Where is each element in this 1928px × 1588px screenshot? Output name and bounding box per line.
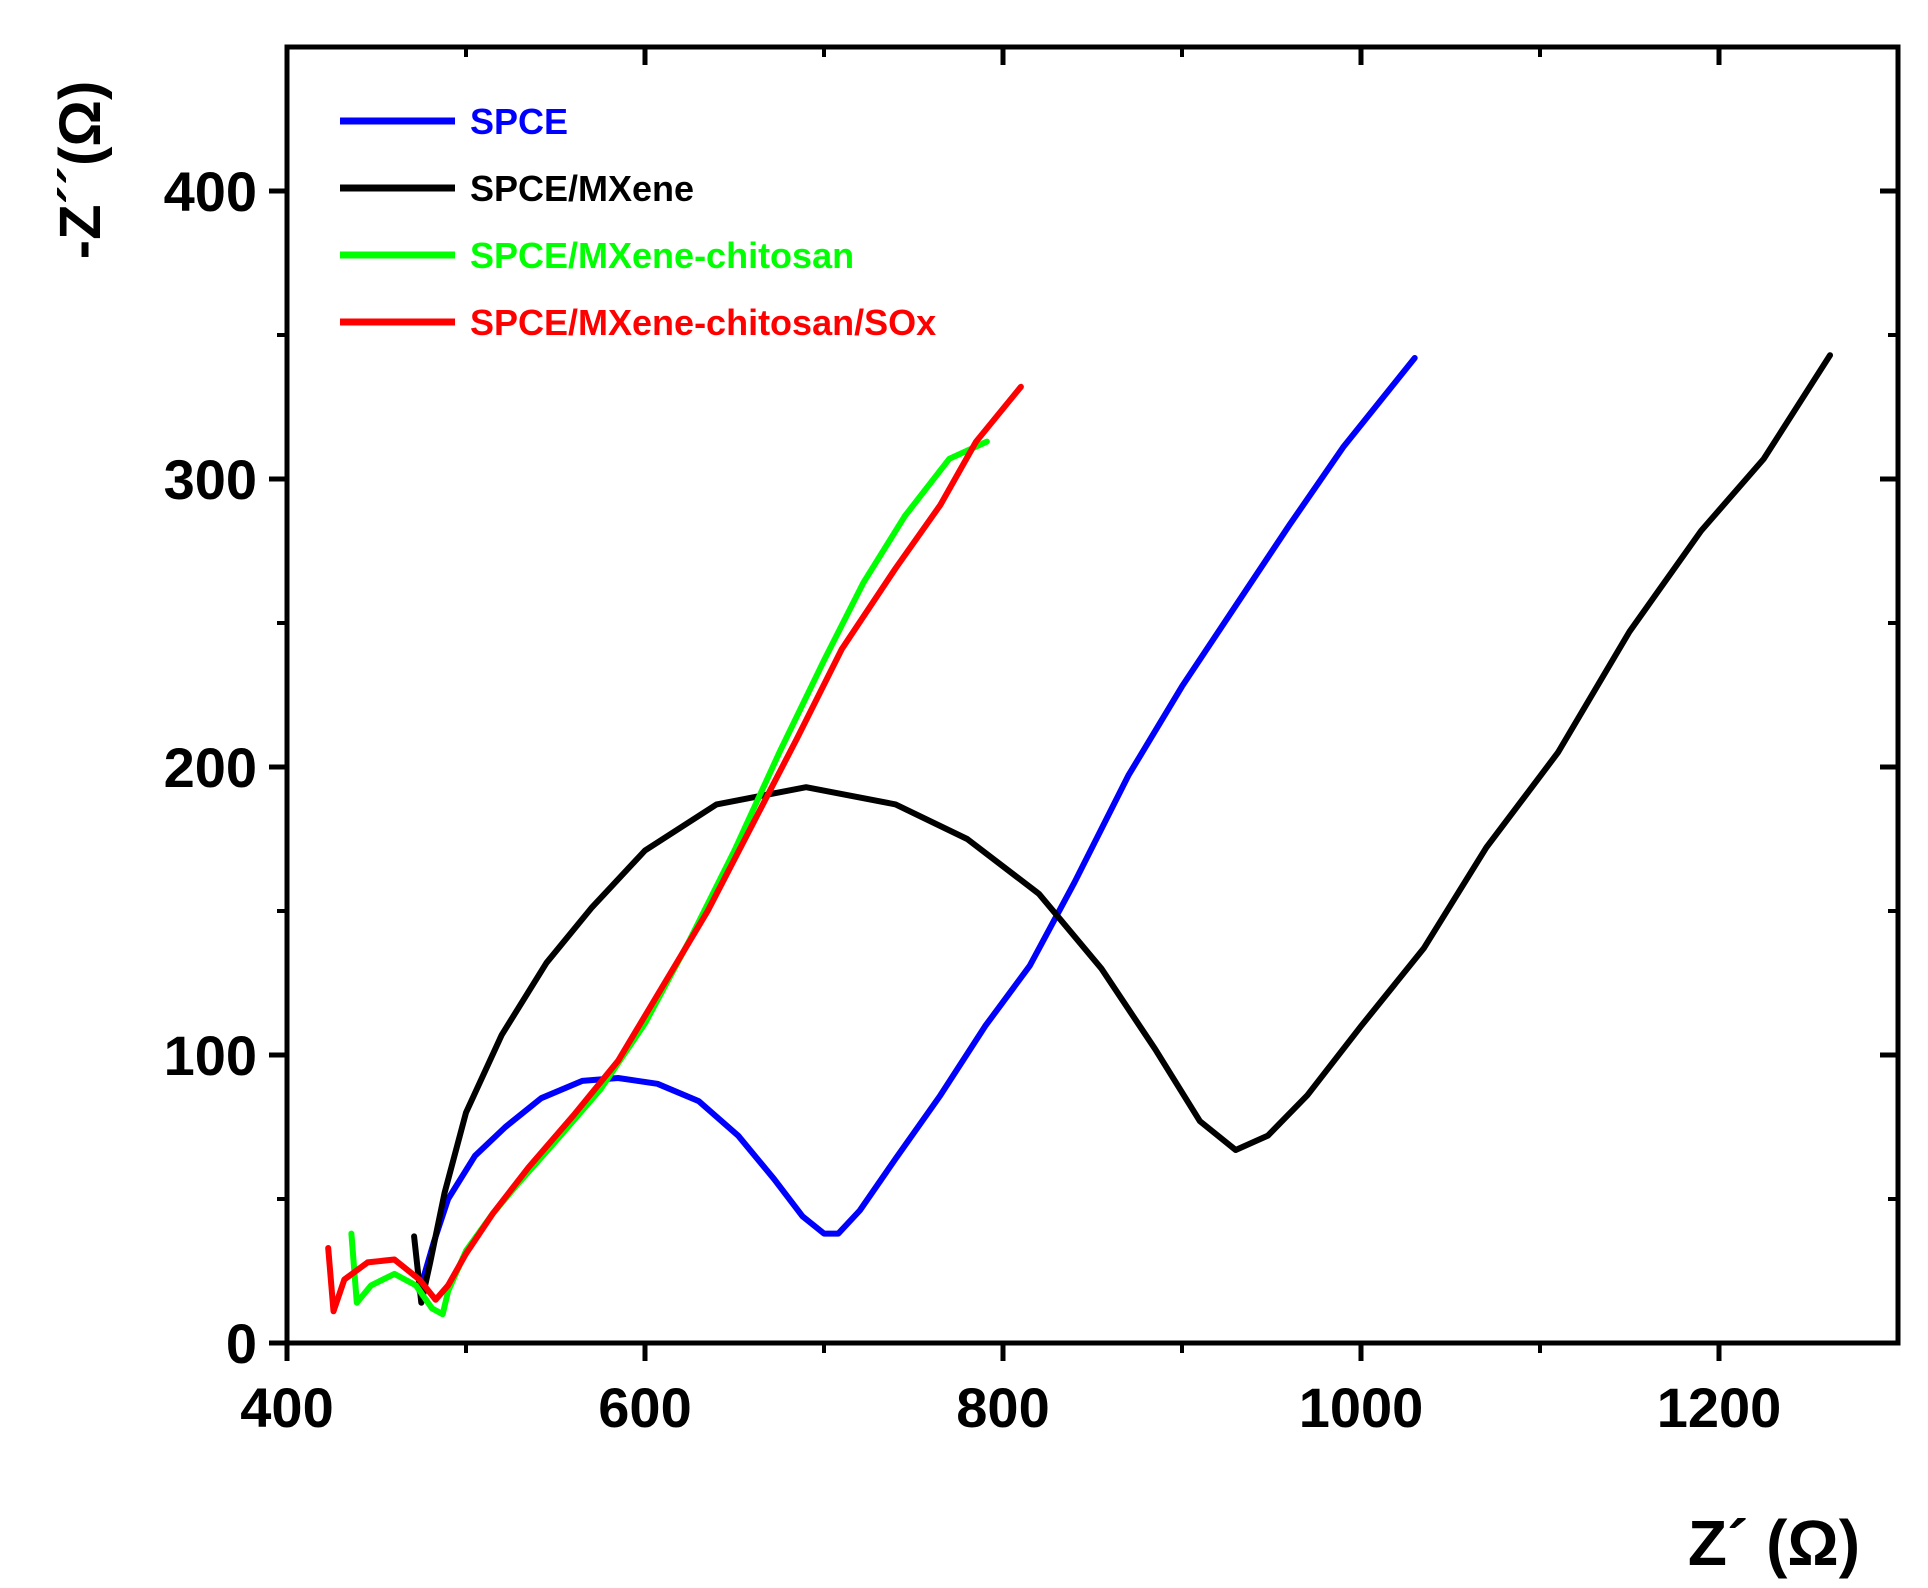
series-layer <box>325 352 1833 1318</box>
x-tick-label: 600 <box>598 1376 691 1439</box>
y-axis-label: -Z´´(Ω) <box>48 81 113 260</box>
y-tick-label: 200 <box>164 736 257 799</box>
legend-label-spce-mxene-chitosan: SPCE/MXene-chitosan <box>470 235 854 276</box>
y-tick-label: 400 <box>164 160 257 223</box>
x-tick-label: 1000 <box>1299 1376 1424 1439</box>
x-tick-label: 800 <box>956 1376 1049 1439</box>
y-tick-label: 100 <box>164 1024 257 1087</box>
x-tick-label: 400 <box>240 1376 333 1439</box>
plot-frame <box>284 44 1901 1346</box>
axis-ticks: 400 600 800 1000 1200 0 100 200 300 400 <box>164 47 1898 1439</box>
y-tick-label: 300 <box>164 448 257 511</box>
legend-label-spce-mxene: SPCE/MXene <box>470 168 694 209</box>
legend: SPCE SPCE/MXene SPCE/MXene-chitosan SPCE/MX… <box>340 101 936 343</box>
y-tick-label: 0 <box>226 1312 257 1375</box>
series-line-spce-mxene <box>411 352 1833 1306</box>
series-line-spce-mxene-chitosan-sox <box>325 383 1024 1315</box>
x-axis-label: Z´ (Ω) <box>1688 1507 1860 1579</box>
legend-label-spce-mxene-chitosan-sox: SPCE/MXene-chitosan/SOx <box>470 302 936 343</box>
x-tick-label: 1200 <box>1657 1376 1782 1439</box>
series-line-spce-mxene-chitosan <box>348 438 990 1318</box>
legend-label-spce: SPCE <box>470 101 568 142</box>
series-line-spce <box>416 355 1418 1295</box>
